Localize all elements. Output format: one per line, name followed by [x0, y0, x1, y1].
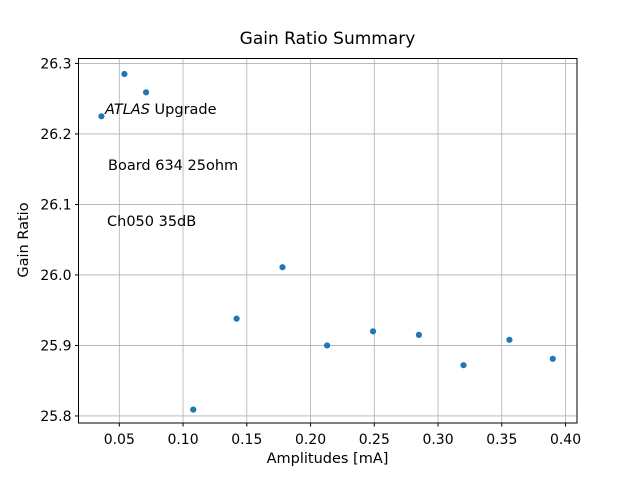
data-point [415, 331, 423, 338]
annotation: ATLAS Upgrade Board 634 25ohm Ch050 35dB [105, 64, 238, 269]
annotation-line-2: Board 634 25ohm [108, 157, 239, 174]
y-axis-label: Gain Ratio [16, 202, 32, 278]
data-point [506, 336, 513, 343]
x-tick-label: 0.25 [359, 432, 390, 448]
annotation-line-3: Ch050 35dB [107, 213, 197, 230]
x-tick-label: 0.35 [486, 432, 517, 448]
data-point [233, 315, 240, 322]
y-tick-label: 26.1 [40, 197, 71, 213]
x-tick-label: 0.40 [550, 432, 581, 448]
y-tick-label: 26.0 [40, 268, 71, 284]
x-axis-label: Amplitudes [mA] [266, 451, 389, 467]
x-tick-label: 0.15 [231, 432, 262, 448]
x-tick-label: 0.05 [104, 432, 135, 448]
y-tick-label: 26.3 [40, 56, 71, 72]
y-tick-label: 25.9 [40, 338, 71, 354]
x-tick-label: 0.30 [422, 432, 453, 448]
annotation-line-1: ATLAS Upgrade [105, 101, 238, 120]
data-point [369, 328, 377, 335]
data-point [142, 89, 150, 96]
chart-title: Gain Ratio Summary [239, 29, 416, 49]
plot-border [78, 58, 578, 424]
annotation-line-1-rest: Upgrade [149, 102, 217, 119]
y-tick-label: 26.2 [40, 127, 71, 143]
data-point [190, 406, 197, 413]
data-point [460, 362, 467, 369]
data-point [121, 70, 128, 78]
data-point [279, 264, 286, 271]
x-tick-label: 0.20 [295, 432, 326, 448]
annotation-experiment-name: ATLAS [105, 102, 150, 119]
data-point [98, 113, 105, 120]
x-tick-label: 0.10 [167, 432, 198, 448]
data-point [549, 355, 556, 362]
data-point [324, 342, 331, 349]
y-tick-label: 25.8 [40, 409, 71, 425]
